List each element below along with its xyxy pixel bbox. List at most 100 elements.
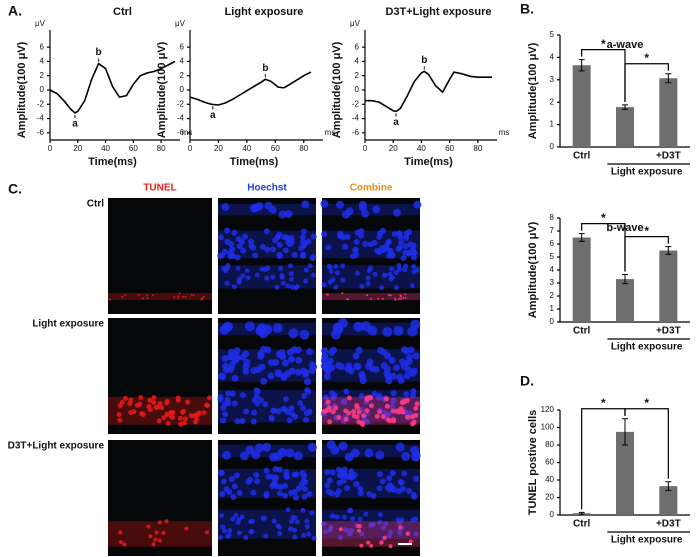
- y-tick-label: 0: [550, 142, 555, 151]
- cell-nucleus: [221, 528, 227, 534]
- cell-nucleus: [395, 442, 405, 452]
- cell-nucleus: [410, 421, 416, 427]
- cell-nucleus: [310, 363, 318, 371]
- x-tick-label: 40: [242, 144, 251, 153]
- cell-nucleus: [357, 524, 362, 529]
- cell-nucleus: [159, 405, 165, 411]
- cell-nucleus: [272, 466, 279, 473]
- significance-bracket: [624, 236, 669, 272]
- annotation: b: [96, 47, 102, 58]
- cell-nucleus: [230, 516, 236, 522]
- cell-nucleus: [282, 396, 289, 403]
- cell-nucleus: [116, 412, 122, 418]
- significance-label: *: [601, 37, 606, 51]
- cell-nucleus: [300, 251, 307, 258]
- y-tick-label: 100: [541, 423, 555, 432]
- cell-nucleus: [151, 542, 156, 547]
- cell-nucleus: [117, 417, 123, 423]
- cell-nucleus: [394, 298, 397, 301]
- y-tick-label: -6: [37, 128, 45, 137]
- bar: [572, 65, 591, 147]
- cell-nucleus: [272, 323, 283, 334]
- cell-nucleus: [382, 326, 393, 337]
- cell-nucleus: [228, 361, 236, 369]
- error-bar: [622, 418, 628, 446]
- cell-nucleus: [379, 245, 386, 252]
- cell-nucleus: [329, 469, 336, 476]
- y-tick-label: -2: [37, 99, 45, 108]
- cell-nucleus: [282, 247, 289, 254]
- cell-nucleus: [217, 394, 224, 401]
- cell-nucleus: [393, 270, 399, 276]
- cell-nucleus: [381, 298, 384, 301]
- y-tick-label: 7: [550, 226, 555, 235]
- x-unit: ms: [499, 128, 510, 137]
- cell-nucleus: [299, 470, 306, 477]
- cell-nucleus: [181, 420, 187, 426]
- cell-nucleus: [403, 263, 409, 269]
- micrograph: [217, 198, 317, 314]
- cell-nucleus: [276, 241, 283, 248]
- x-tick-label: +D3T: [656, 519, 681, 530]
- cell-nucleus: [151, 399, 157, 405]
- cell-nucleus: [400, 254, 407, 261]
- cell-nucleus: [264, 246, 271, 253]
- cell-nucleus: [371, 239, 378, 246]
- y-axis-label: Amplitude(100 μV): [16, 41, 28, 138]
- significance-label: *: [601, 396, 606, 410]
- tissue-band: [322, 293, 420, 301]
- cell-nucleus: [366, 491, 373, 498]
- cell-nucleus: [324, 482, 331, 489]
- cell-nucleus: [236, 489, 243, 496]
- cell-nucleus: [227, 253, 234, 260]
- tissue-band: [322, 521, 420, 547]
- y-tick-label: 0: [550, 510, 555, 519]
- cell-nucleus: [390, 390, 397, 397]
- significance-bracket: [624, 408, 669, 479]
- bar: [659, 250, 678, 322]
- cell-nucleus: [117, 402, 123, 408]
- cell-nucleus: [324, 408, 330, 414]
- cell-nucleus: [333, 263, 339, 269]
- cell-nucleus: [393, 325, 404, 336]
- cell-nucleus: [230, 493, 237, 500]
- cell-nucleus: [405, 531, 410, 536]
- x-tick-label: 20: [214, 144, 223, 153]
- y-tick-label: 6: [180, 42, 185, 51]
- cell-nucleus: [402, 249, 409, 256]
- cell-nucleus: [239, 451, 249, 461]
- cell-nucleus: [352, 247, 359, 254]
- cell-nucleus: [239, 392, 246, 399]
- tissue-band: [108, 293, 212, 301]
- cell-nucleus: [404, 293, 407, 296]
- cell-nucleus: [185, 399, 191, 405]
- cell-nucleus: [401, 451, 411, 461]
- cell-nucleus: [193, 419, 199, 425]
- cell-nucleus: [250, 244, 257, 251]
- cell-nucleus: [340, 263, 346, 269]
- cell-nucleus: [292, 494, 299, 501]
- cell-nucleus: [262, 515, 268, 521]
- error-bar: [622, 274, 628, 285]
- y-tick-label: -4: [352, 114, 360, 123]
- cell-nucleus: [231, 284, 237, 290]
- cell-nucleus: [250, 367, 258, 375]
- cell-nucleus: [388, 544, 393, 549]
- cell-nucleus: [292, 527, 298, 533]
- cell-nucleus: [263, 490, 270, 497]
- cell-nucleus: [138, 395, 144, 401]
- annotation: a: [72, 118, 78, 129]
- cell-nucleus: [338, 534, 344, 540]
- x-unit: ms: [325, 128, 336, 137]
- cell-nucleus: [248, 519, 254, 525]
- cell-nucleus: [353, 321, 364, 332]
- cell-nucleus: [303, 278, 309, 284]
- cell-nucleus: [260, 345, 268, 353]
- cell-nucleus: [277, 447, 287, 457]
- cell-nucleus: [413, 200, 422, 209]
- cell-nucleus: [340, 277, 346, 283]
- cell-nucleus: [413, 475, 420, 482]
- cell-nucleus: [221, 322, 232, 333]
- y-tick-label: 0: [40, 85, 45, 94]
- cell-nucleus: [356, 409, 362, 415]
